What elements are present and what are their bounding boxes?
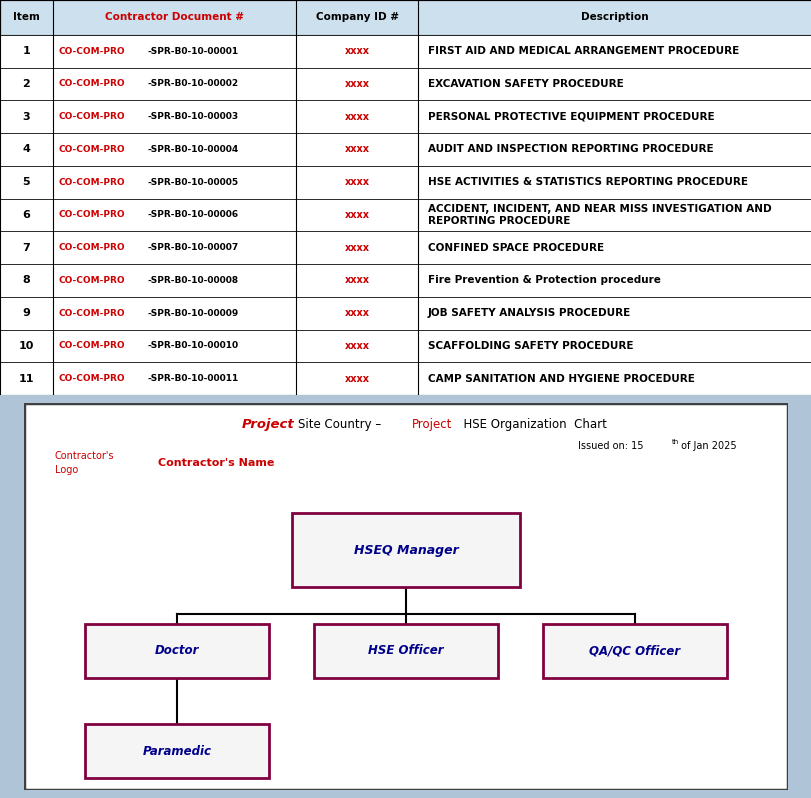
Text: JOB SAFETY ANALYSIS PROCEDURE: JOB SAFETY ANALYSIS PROCEDURE (427, 308, 630, 318)
Text: xxxx: xxxx (345, 210, 369, 220)
Text: 7: 7 (23, 243, 30, 253)
Bar (0, 362, 811, 395)
Text: 4: 4 (23, 144, 30, 154)
Text: 5: 5 (23, 177, 30, 188)
Text: xxxx: xxxx (345, 341, 369, 351)
Bar (0, 297, 811, 330)
Text: xxxx: xxxx (345, 373, 369, 384)
FancyBboxPatch shape (85, 725, 268, 778)
Text: HSE Organization  Chart: HSE Organization Chart (455, 418, 606, 431)
Text: AUDIT AND INSPECTION REPORTING PROCEDURE: AUDIT AND INSPECTION REPORTING PROCEDURE (427, 144, 713, 154)
FancyBboxPatch shape (85, 623, 268, 678)
Text: CO-COM-PRO: CO-COM-PRO (58, 309, 125, 318)
Text: EXCAVATION SAFETY PROCEDURE: EXCAVATION SAFETY PROCEDURE (427, 79, 623, 89)
Bar (0, 133, 811, 166)
Text: CO-COM-PRO: CO-COM-PRO (58, 243, 125, 252)
Text: 1: 1 (23, 46, 30, 56)
Text: ACCIDENT, INCIDENT, AND NEAR MISS INVESTIGATION AND
REPORTING PROCEDURE: ACCIDENT, INCIDENT, AND NEAR MISS INVEST… (427, 203, 770, 226)
Bar (0, 166, 811, 199)
Text: -SPR-B0-10-00002: -SPR-B0-10-00002 (148, 79, 238, 89)
Text: -SPR-B0-10-00008: -SPR-B0-10-00008 (148, 276, 238, 285)
Text: of Jan 2025: of Jan 2025 (677, 440, 736, 451)
Text: -SPR-B0-10-00011: -SPR-B0-10-00011 (148, 374, 238, 383)
Text: xxxx: xxxx (345, 177, 369, 188)
Text: xxxx: xxxx (345, 46, 369, 56)
Bar (0, 264, 811, 297)
Text: CO-COM-PRO: CO-COM-PRO (58, 46, 125, 56)
Text: Doctor: Doctor (155, 644, 199, 658)
FancyBboxPatch shape (291, 513, 520, 587)
Text: CO-COM-PRO: CO-COM-PRO (58, 276, 125, 285)
Text: -SPR-B0-10-00010: -SPR-B0-10-00010 (148, 342, 238, 350)
Text: Issued on: 15: Issued on: 15 (577, 440, 642, 451)
Text: CONFINED SPACE PROCEDURE: CONFINED SPACE PROCEDURE (427, 243, 603, 253)
Text: -SPR-B0-10-00003: -SPR-B0-10-00003 (148, 113, 238, 121)
Text: Company ID #: Company ID # (315, 13, 398, 22)
Bar (0, 231, 811, 264)
Text: CO-COM-PRO: CO-COM-PRO (58, 178, 125, 187)
Text: Contractor Document #: Contractor Document # (105, 13, 244, 22)
Text: Site Country –: Site Country – (298, 418, 384, 431)
Text: 10: 10 (19, 341, 34, 351)
Text: xxxx: xxxx (345, 275, 369, 286)
Text: -SPR-B0-10-00009: -SPR-B0-10-00009 (148, 309, 238, 318)
Bar (0, 35, 811, 68)
Text: CO-COM-PRO: CO-COM-PRO (58, 79, 125, 89)
Text: HSE Officer: HSE Officer (368, 644, 443, 658)
Text: th: th (671, 440, 678, 445)
Bar (0, 199, 811, 231)
Text: CO-COM-PRO: CO-COM-PRO (58, 374, 125, 383)
Text: SCAFFOLDING SAFETY PROCEDURE: SCAFFOLDING SAFETY PROCEDURE (427, 341, 633, 351)
Text: FIRST AID AND MEDICAL ARRANGEMENT PROCEDURE: FIRST AID AND MEDICAL ARRANGEMENT PROCED… (427, 46, 738, 56)
Text: Fire Prevention & Protection procedure: Fire Prevention & Protection procedure (427, 275, 660, 286)
Text: Project: Project (412, 418, 452, 431)
Text: -SPR-B0-10-00005: -SPR-B0-10-00005 (148, 178, 238, 187)
Text: Contractor's Name: Contractor's Name (157, 458, 274, 468)
Bar (0, 68, 811, 101)
Text: Contractor's
Logo: Contractor's Logo (55, 452, 114, 475)
Text: xxxx: xxxx (345, 112, 369, 121)
Text: 2: 2 (23, 79, 30, 89)
Text: xxxx: xxxx (345, 144, 369, 154)
Text: xxxx: xxxx (345, 79, 369, 89)
Text: xxxx: xxxx (345, 308, 369, 318)
Text: Paramedic: Paramedic (143, 745, 211, 758)
Text: xxxx: xxxx (345, 243, 369, 253)
FancyBboxPatch shape (543, 623, 726, 678)
Text: HSEQ Manager: HSEQ Manager (353, 543, 458, 556)
Text: Project: Project (242, 418, 294, 431)
FancyBboxPatch shape (314, 623, 497, 678)
Bar (0, 330, 811, 362)
Text: QA/QC Officer: QA/QC Officer (589, 644, 680, 658)
Text: CO-COM-PRO: CO-COM-PRO (58, 342, 125, 350)
Text: CAMP SANITATION AND HYGIENE PROCEDURE: CAMP SANITATION AND HYGIENE PROCEDURE (427, 373, 694, 384)
Text: Item: Item (13, 13, 40, 22)
Text: Description: Description (581, 13, 648, 22)
Text: CO-COM-PRO: CO-COM-PRO (58, 211, 125, 219)
Text: -SPR-B0-10-00006: -SPR-B0-10-00006 (148, 211, 238, 219)
Text: CO-COM-PRO: CO-COM-PRO (58, 145, 125, 154)
Bar (0, 101, 811, 133)
Text: CO-COM-PRO: CO-COM-PRO (58, 113, 125, 121)
Text: -SPR-B0-10-00007: -SPR-B0-10-00007 (148, 243, 238, 252)
Text: 8: 8 (23, 275, 30, 286)
Text: 3: 3 (23, 112, 30, 121)
Text: HSE ACTIVITIES & STATISTICS REPORTING PROCEDURE: HSE ACTIVITIES & STATISTICS REPORTING PR… (427, 177, 747, 188)
Text: -SPR-B0-10-00004: -SPR-B0-10-00004 (148, 145, 238, 154)
Text: -SPR-B0-10-00001: -SPR-B0-10-00001 (148, 46, 238, 56)
Text: 9: 9 (23, 308, 30, 318)
Bar (0, 0, 811, 35)
Text: PERSONAL PROTECTIVE EQUIPMENT PROCEDURE: PERSONAL PROTECTIVE EQUIPMENT PROCEDURE (427, 112, 714, 121)
Text: 6: 6 (23, 210, 30, 220)
Text: 11: 11 (19, 373, 34, 384)
